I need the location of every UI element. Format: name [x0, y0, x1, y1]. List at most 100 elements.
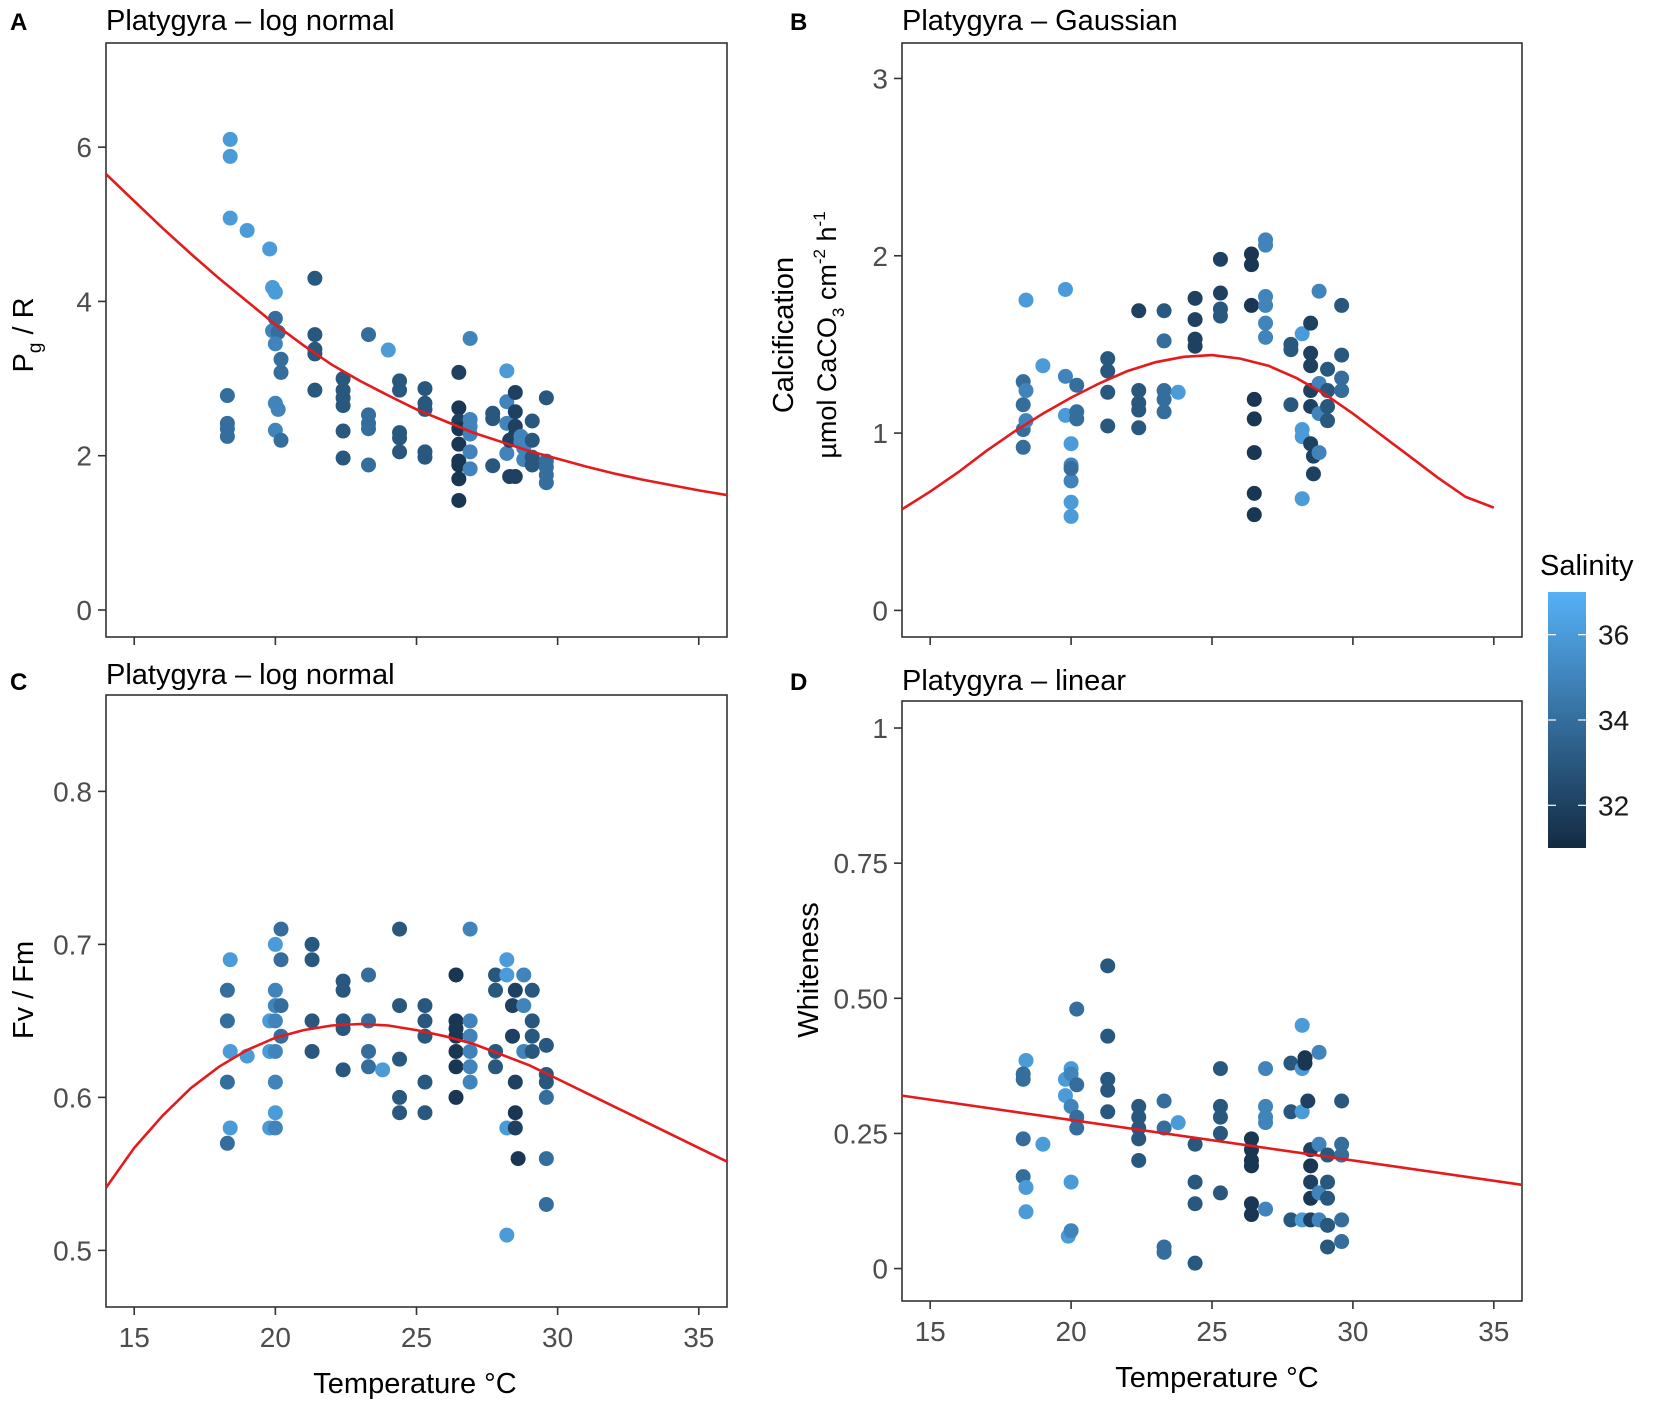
- data-point: [451, 492, 467, 508]
- data-point: [307, 270, 323, 286]
- data-point: [1156, 333, 1172, 349]
- data-point: [1246, 391, 1262, 407]
- data-point: [1258, 315, 1274, 331]
- data-point: [417, 381, 433, 397]
- y-tick-label: 0.75: [834, 848, 889, 879]
- data-point: [222, 952, 238, 968]
- data-point: [1311, 445, 1327, 461]
- data-point: [1131, 1120, 1147, 1136]
- fit-line: [106, 1022, 727, 1189]
- data-point: [1258, 297, 1274, 313]
- panel-b-plot: 0 1 2 3: [872, 42, 1523, 645]
- data-point: [1187, 290, 1203, 306]
- data-point: [1258, 1061, 1274, 1077]
- data-point: [273, 351, 289, 367]
- data-point: [392, 444, 408, 460]
- data-point: [462, 330, 478, 346]
- data-point: [1300, 1093, 1316, 1109]
- plot-area: [106, 921, 727, 1243]
- data-point: [451, 457, 467, 473]
- data-point: [361, 1059, 377, 1075]
- data-point: [222, 131, 238, 147]
- data-point: [417, 449, 433, 465]
- x-tick-label: 15: [119, 1322, 150, 1353]
- data-point: [524, 457, 540, 473]
- data-point: [1100, 363, 1116, 379]
- data-point: [524, 982, 540, 998]
- data-point: [1100, 1028, 1116, 1044]
- data-point: [219, 1135, 235, 1151]
- data-point: [1069, 1077, 1085, 1093]
- data-point: [1243, 1131, 1259, 1147]
- data-point: [499, 363, 515, 379]
- data-point: [1063, 473, 1079, 489]
- data-point: [1334, 1093, 1350, 1109]
- data-point: [462, 1028, 478, 1044]
- data-point: [507, 384, 523, 400]
- x-tick-label: 20: [260, 1322, 291, 1353]
- plot-frame: [901, 700, 1523, 1302]
- legend-tick-label: 36: [1598, 620, 1629, 651]
- data-point: [462, 1074, 478, 1090]
- panel-c-xlabel: Temperature °C: [313, 1368, 516, 1400]
- data-point: [1156, 404, 1172, 420]
- data-point: [462, 1059, 478, 1075]
- data-point: [267, 1120, 283, 1136]
- x-tick-label: 30: [542, 1322, 573, 1353]
- data-point: [1320, 413, 1336, 429]
- legend-tick-label: 34: [1598, 705, 1629, 736]
- data-point: [1303, 1174, 1319, 1190]
- data-point: [499, 967, 515, 983]
- data-point: [1015, 1131, 1031, 1147]
- data-point: [1311, 1044, 1327, 1060]
- data-point: [1258, 1115, 1274, 1131]
- data-point: [222, 210, 238, 226]
- y-tick-label: 0.7: [53, 929, 92, 960]
- data-point: [1187, 1255, 1203, 1271]
- data-point: [448, 1059, 464, 1075]
- data-point: [1131, 1109, 1147, 1125]
- data-point: [304, 936, 320, 952]
- data-point: [1069, 377, 1085, 393]
- data-point: [1334, 370, 1350, 386]
- data-point: [273, 432, 289, 448]
- data-point: [1334, 1136, 1350, 1152]
- data-point: [219, 388, 235, 404]
- data-point: [1294, 491, 1310, 507]
- data-point: [507, 1105, 523, 1121]
- y-tick-label: 0: [872, 595, 888, 626]
- data-point: [462, 444, 478, 460]
- data-point: [417, 998, 433, 1014]
- data-point: [1258, 329, 1274, 345]
- data-point: [499, 952, 515, 968]
- legend-tick-label: 32: [1598, 790, 1629, 821]
- data-point: [448, 1089, 464, 1105]
- data-point: [392, 1105, 408, 1121]
- data-point: [1100, 1104, 1116, 1120]
- data-point: [1212, 1061, 1228, 1077]
- data-point: [1018, 1179, 1034, 1195]
- data-point: [1243, 246, 1259, 262]
- data-point: [462, 1013, 478, 1029]
- data-point: [1131, 303, 1147, 319]
- data-point: [1100, 351, 1116, 367]
- data-point: [504, 1028, 520, 1044]
- data-point: [524, 1043, 540, 1059]
- data-point: [1131, 420, 1147, 436]
- data-point: [507, 1120, 523, 1136]
- data-point: [1212, 1185, 1228, 1201]
- data-point: [1018, 292, 1034, 308]
- data-point: [361, 327, 377, 343]
- data-point: [488, 982, 504, 998]
- legend-title: Salinity: [1540, 550, 1634, 582]
- data-point: [1311, 1136, 1327, 1152]
- data-point: [1320, 1239, 1336, 1255]
- data-point: [219, 1013, 235, 1029]
- y-tick-label: 1: [872, 713, 888, 744]
- data-point: [507, 1074, 523, 1090]
- data-point: [1069, 411, 1085, 427]
- data-point: [1243, 297, 1259, 313]
- data-point: [1320, 361, 1336, 377]
- y-tick-label: 6: [76, 132, 92, 163]
